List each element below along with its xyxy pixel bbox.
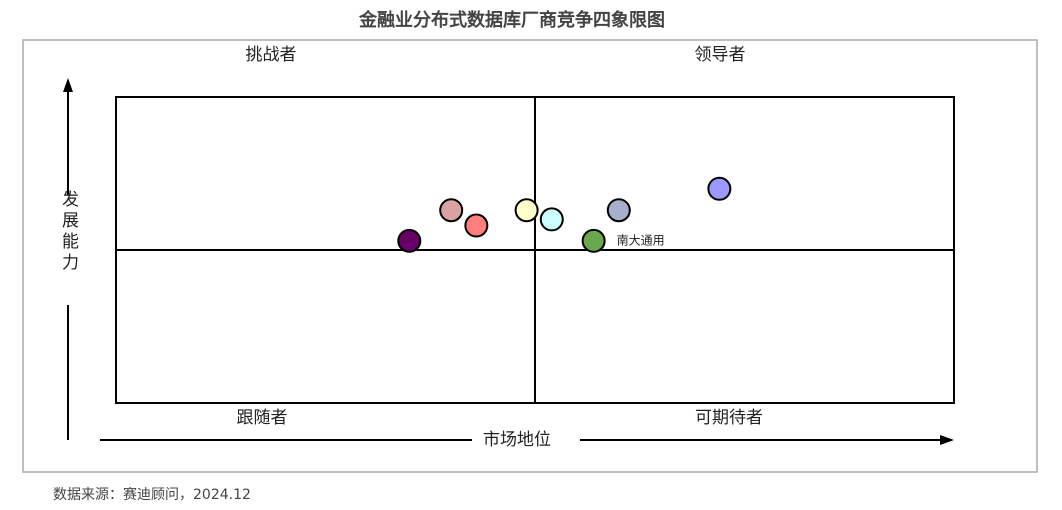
vendor-point	[464, 213, 489, 238]
arrow-head	[63, 78, 73, 92]
quadrant-label: 挑战者	[246, 45, 297, 65]
vendor-point	[581, 228, 606, 253]
vendor-point	[397, 228, 422, 253]
vendor-point	[707, 176, 732, 201]
chart-title: 金融业分布式数据库厂商竞争四象限图	[358, 9, 665, 31]
x-axis-label: 市场地位	[483, 430, 551, 450]
chart-frame	[22, 39, 1038, 473]
point-label: 南大通用	[617, 232, 665, 247]
quadrant-label: 可期待者	[695, 408, 763, 428]
vendor-point	[514, 198, 539, 223]
quadrant-label: 跟随者	[237, 408, 288, 428]
y-axis-label: 发展能力	[58, 190, 79, 274]
vendor-point	[606, 198, 631, 223]
vendor-point	[439, 198, 464, 223]
source-note: 数据来源：赛迪顾问，2024.12	[53, 487, 251, 503]
arrow-head	[940, 435, 954, 445]
vendor-point	[539, 207, 564, 232]
quadrant-label: 领导者	[695, 45, 746, 65]
